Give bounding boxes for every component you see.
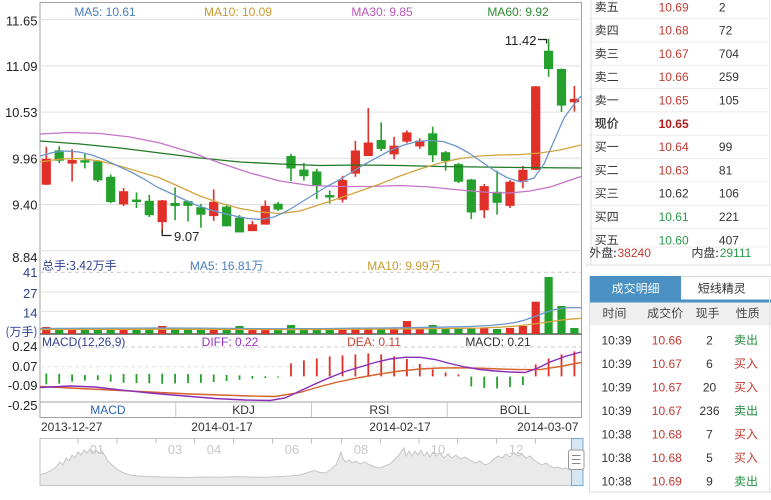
svg-text:08: 08 (354, 442, 368, 457)
svg-text:-0.09: -0.09 (8, 378, 38, 393)
svg-text:10:39: 10:39 (601, 404, 631, 418)
svg-text:10.66: 10.66 (659, 70, 689, 84)
svg-text:10:38: 10:38 (601, 475, 631, 489)
svg-text:10.69: 10.69 (659, 0, 689, 14)
svg-text:MA30: 9.85: MA30: 9.85 (351, 5, 413, 19)
svg-text:11.42: 11.42 (505, 33, 537, 48)
svg-text:81: 81 (719, 163, 733, 177)
svg-text:5: 5 (706, 451, 713, 465)
svg-text:BOLL: BOLL (500, 403, 531, 417)
svg-text:03: 03 (168, 442, 182, 457)
svg-text:RSI: RSI (369, 403, 389, 417)
svg-text:10.65: 10.65 (659, 117, 689, 131)
svg-text:41: 41 (23, 265, 37, 280)
svg-text:9.96: 9.96 (12, 152, 37, 167)
svg-text:10.62: 10.62 (659, 187, 689, 201)
svg-text:2: 2 (706, 333, 713, 347)
svg-text:99: 99 (719, 140, 733, 154)
svg-text:10:38: 10:38 (601, 451, 631, 465)
svg-text:06: 06 (285, 442, 299, 457)
svg-text:14: 14 (23, 305, 37, 320)
svg-text:10.60: 10.60 (659, 233, 689, 247)
svg-text:0.24: 0.24 (12, 339, 37, 354)
svg-text:10.64: 10.64 (659, 140, 689, 154)
svg-text:27: 27 (23, 286, 37, 301)
svg-text:MA10: 9.99: MA10: 9.99 (367, 259, 429, 273)
svg-text:11.65: 11.65 (6, 14, 38, 29)
svg-text:10.67: 10.67 (652, 357, 682, 371)
svg-text:407: 407 (719, 233, 739, 247)
svg-text:10.53: 10.53 (5, 105, 38, 120)
svg-text:10.66: 10.66 (652, 333, 682, 347)
svg-text:MA10: 10.09: MA10: 10.09 (204, 5, 272, 19)
svg-text:29111: 29111 (720, 246, 752, 260)
svg-text:10: 10 (431, 442, 445, 457)
svg-text:9.07: 9.07 (174, 229, 199, 244)
svg-text:MACD(12,26,9): MACD(12,26,9) (42, 335, 125, 349)
svg-text:106: 106 (719, 187, 739, 201)
svg-text:105: 105 (719, 94, 739, 108)
svg-text:10.67: 10.67 (652, 404, 682, 418)
svg-text:10:39: 10:39 (601, 357, 631, 371)
svg-text:9.40: 9.40 (12, 198, 37, 213)
svg-text:10:39: 10:39 (601, 333, 631, 347)
svg-text:2014-01-17: 2014-01-17 (191, 420, 253, 434)
svg-text:2014-03-07: 2014-03-07 (517, 420, 579, 434)
svg-text:10:38: 10:38 (601, 428, 631, 442)
svg-text:MACD: 0.21: MACD: 0.21 (465, 335, 531, 349)
svg-text:236: 236 (699, 404, 719, 418)
svg-text:01: 01 (90, 442, 104, 457)
svg-text:10.67: 10.67 (652, 380, 682, 394)
svg-text:10.69: 10.69 (652, 475, 682, 489)
svg-text:10.67: 10.67 (659, 47, 689, 61)
svg-text:MACD: MACD (90, 403, 126, 417)
svg-text:10.68: 10.68 (659, 24, 689, 38)
svg-text:04: 04 (207, 442, 221, 457)
svg-text:8.84: 8.84 (12, 250, 37, 265)
svg-text:11.09: 11.09 (6, 59, 38, 74)
svg-text:MA60: 9.92: MA60: 9.92 (487, 5, 549, 19)
svg-text:2013-12-27: 2013-12-27 (41, 420, 103, 434)
svg-text:72: 72 (719, 24, 733, 38)
svg-text:DIFF: 0.22: DIFF: 0.22 (202, 335, 259, 349)
svg-text:DEA: 0.11: DEA: 0.11 (347, 335, 401, 349)
svg-text:221: 221 (719, 210, 739, 224)
svg-text:MA5: 16.81: MA5: 16.81 (190, 259, 252, 273)
svg-text:10.68: 10.68 (652, 428, 682, 442)
svg-text:-0.25: -0.25 (8, 398, 38, 413)
svg-text:2014-02-17: 2014-02-17 (369, 420, 431, 434)
svg-text:10.65: 10.65 (659, 94, 689, 108)
svg-text:6: 6 (706, 357, 713, 371)
svg-text:7: 7 (706, 428, 713, 442)
svg-text:10.68: 10.68 (652, 451, 682, 465)
svg-text:0.07: 0.07 (12, 359, 37, 374)
svg-text:259: 259 (719, 70, 739, 84)
svg-text:10:39: 10:39 (601, 380, 631, 394)
svg-text:20: 20 (703, 380, 717, 394)
svg-text:10.61: 10.61 (659, 210, 689, 224)
svg-text:9: 9 (706, 475, 713, 489)
svg-text:704: 704 (719, 47, 739, 61)
svg-text:2: 2 (719, 0, 726, 14)
svg-text:12: 12 (509, 442, 523, 457)
svg-text:10.63: 10.63 (659, 163, 689, 177)
svg-text:KDJ: KDJ (232, 403, 255, 417)
svg-text:MA5: 10.61: MA5: 10.61 (74, 5, 136, 19)
svg-text:38240: 38240 (618, 246, 652, 260)
